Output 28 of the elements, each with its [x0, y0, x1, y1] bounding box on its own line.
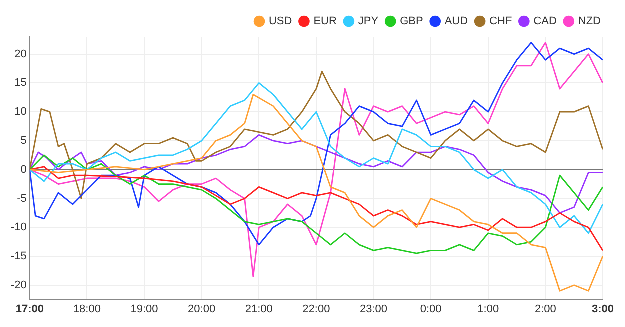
x-tick-label: 22:00: [302, 303, 330, 316]
y-tick-label: 10: [14, 106, 27, 118]
x-tick-label: 18:00: [73, 303, 101, 316]
y-tick-label: 0: [20, 164, 27, 176]
y-tick-label: -20: [10, 279, 27, 292]
legend-label: EUR: [314, 16, 337, 28]
x-tick-label: 2:00: [534, 303, 556, 316]
legend-label: GBP: [400, 16, 424, 28]
x-tick-label: 1:00: [478, 303, 500, 316]
x-tick-label: 3:00: [592, 303, 614, 316]
legend-label: CAD: [534, 16, 557, 28]
y-tick-label: 20: [14, 48, 27, 60]
x-tick-label: 17:00: [16, 303, 44, 316]
y-tick-label: -5: [17, 192, 27, 205]
x-tick-label: 21:00: [245, 303, 273, 316]
y-tick-label: -15: [10, 250, 27, 263]
x-tick-label: 0:00: [420, 303, 442, 316]
y-tick-label: 15: [14, 77, 27, 90]
y-tick-label: -10: [10, 222, 27, 234]
legend-label: JPY: [358, 16, 380, 28]
legend-label: NZD: [578, 16, 602, 28]
x-tick-label: 23:00: [360, 303, 388, 316]
x-tick-label: 20:00: [188, 303, 216, 316]
y-tick-label: 5: [20, 134, 27, 147]
legend-label: CHF: [490, 16, 512, 28]
x-tick-label: 19:00: [130, 303, 158, 316]
legend-label: USD: [268, 16, 292, 28]
legend-label: AUD: [444, 16, 468, 28]
